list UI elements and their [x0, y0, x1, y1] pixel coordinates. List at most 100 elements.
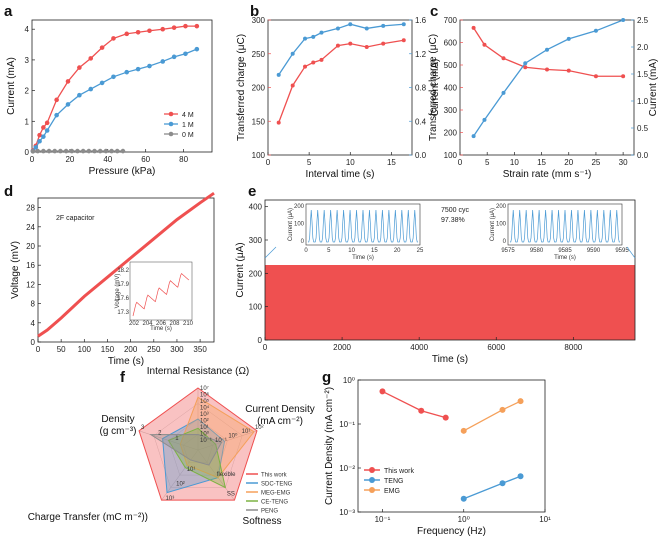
radar-tick-label: 10⁰	[200, 431, 210, 438]
x-tick-label-c: 10	[510, 158, 519, 167]
y-tick-label-d: 16	[26, 261, 35, 270]
data-point-g	[460, 495, 467, 502]
data-point-c	[593, 28, 598, 33]
x-axis-title-g: Frequency (Hz)	[417, 526, 486, 537]
x-tick-label-d: 100	[78, 345, 92, 354]
series-line-c	[473, 19, 624, 137]
data-point-c	[523, 61, 528, 66]
inset-y-tick-label-e-right: 100	[496, 222, 507, 228]
signal-band-e	[265, 265, 635, 340]
y2-tick-label-c: 2.0	[637, 43, 649, 52]
data-point-a	[54, 97, 59, 103]
x-tick-label-c: 30	[619, 158, 628, 167]
data-point-a	[37, 132, 42, 138]
legend-label-g: This work	[384, 468, 414, 475]
y2-tick-label-b: 0.8	[415, 84, 427, 93]
y-tick-label-c: 400	[444, 84, 458, 93]
series-line-c	[473, 27, 624, 77]
x-axis-title-c: Strain rate (mm s⁻¹)	[503, 169, 592, 180]
inset-y-tick-label-d: 17.3	[117, 310, 129, 316]
inset-x-tick-label-e-left: 20	[394, 248, 401, 254]
inset-line-e-left	[307, 209, 419, 243]
y-tick-label-a: 1	[25, 117, 30, 126]
y-tick-label-c: 300	[444, 106, 458, 115]
radar-tick-label: SS	[227, 491, 235, 497]
data-point-g	[379, 388, 386, 395]
data-point-a	[30, 149, 36, 154]
y2-tick-label-b: 0.4	[415, 117, 427, 126]
radar-tick-label: 10⁵	[200, 398, 210, 405]
legend-marker-a	[168, 131, 174, 137]
radar-spoke	[197, 430, 258, 451]
series-line-g	[463, 400, 521, 432]
x-tick-label-e: 4000	[410, 343, 428, 352]
radar-tick-label: 10²	[176, 482, 185, 488]
data-point-b	[335, 26, 340, 31]
legend-label-a: 4 M	[182, 112, 194, 119]
y-tick-label-d: 8	[31, 300, 36, 309]
data-point-a	[160, 26, 166, 32]
data-point-b	[276, 120, 281, 125]
x-tick-label-d: 250	[147, 345, 161, 354]
data-point-a	[46, 148, 52, 154]
panel-letter-c: c	[430, 3, 438, 20]
radar-tick-label: 10¹	[187, 467, 196, 473]
data-point-b	[364, 26, 369, 31]
radar-spoke	[197, 449, 235, 501]
data-point-a	[58, 148, 63, 154]
data-point-c	[482, 42, 487, 47]
y2-tick-label-c: 0.5	[637, 124, 649, 133]
radar-axis-label: Current Density	[245, 404, 314, 415]
y-tick-label-b: 100	[252, 151, 266, 160]
radar-tick-label: 10⁻¹	[200, 438, 212, 444]
radar-tick-label: 2	[158, 430, 162, 436]
y-axis-title-g: Current Density (mA cm⁻²)	[324, 387, 335, 505]
data-point-b	[319, 30, 324, 35]
legend-label-a: 1 M	[182, 122, 194, 129]
series-line-a	[32, 25, 197, 151]
y-axis-title-e: Current (μA)	[235, 242, 246, 297]
inset-x-tick-label-e-right: 9595	[615, 248, 629, 254]
panel-letter-b: b	[250, 3, 259, 20]
y-tick-label-d: 28	[26, 204, 35, 213]
data-point-a	[171, 25, 177, 30]
inset-x-tick-label-d: 210	[183, 321, 194, 327]
data-point-a	[114, 148, 120, 154]
y-tick-label-d: 20	[26, 242, 35, 251]
data-point-b	[401, 38, 406, 43]
y-axis-title-c: Transferred charge (μC)	[428, 34, 439, 141]
radar-spoke	[161, 449, 199, 501]
x-tick-label-c: 15	[537, 158, 546, 167]
legend-label-a: 0 M	[182, 132, 194, 139]
y-tick-label-b: 150	[252, 117, 266, 126]
data-point-a	[44, 128, 50, 133]
data-point-c	[545, 47, 549, 52]
x-tick-label-g: 10¹	[539, 515, 551, 524]
x-tick-label-a: 40	[103, 155, 112, 164]
panel-letter-e: e	[248, 183, 256, 200]
radar-tick-label: 10³	[166, 496, 175, 502]
panel-letter-a: a	[4, 3, 13, 20]
inset-connector-e-left	[264, 246, 277, 259]
data-point-a	[65, 79, 71, 84]
panel-letter-d: d	[4, 183, 13, 200]
data-point-a	[99, 45, 105, 50]
y-tick-label-g: 10⁻³	[339, 508, 355, 517]
data-point-b	[335, 43, 340, 48]
x-axis-title-e: Time (s)	[432, 354, 468, 365]
data-point-b	[303, 36, 308, 41]
data-point-a	[77, 92, 82, 98]
inset-x-title-d: Time (s)	[150, 326, 172, 332]
y2-tick-label-b: 1.6	[415, 16, 427, 25]
data-point-c	[621, 74, 626, 79]
y-tick-label-g: 10⁰	[343, 376, 355, 385]
radar-axis-label: (g cm⁻³)	[100, 426, 137, 437]
legend-marker-g	[369, 487, 375, 493]
data-point-g	[499, 406, 506, 413]
data-point-a	[33, 145, 39, 150]
data-point-a	[88, 56, 94, 61]
data-point-c	[566, 36, 571, 41]
y-tick-label-e: 0	[258, 336, 263, 345]
inset-y-tick-label-e-left: 200	[294, 204, 305, 210]
inset-y-tick-label-d: 17.6	[117, 296, 129, 302]
